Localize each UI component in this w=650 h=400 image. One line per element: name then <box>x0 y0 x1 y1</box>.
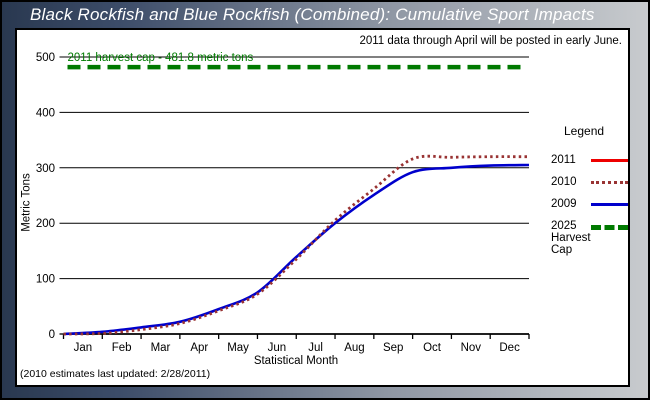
svg-text:0: 0 <box>49 329 55 341</box>
gridlines <box>59 56 529 335</box>
y-axis-title: Metric Tons <box>20 173 33 232</box>
svg-text:Aug: Aug <box>344 342 364 354</box>
svg-text:Jun: Jun <box>268 342 287 354</box>
window-title: Black Rockfish and Blue Rockfish (Combin… <box>30 5 595 24</box>
legend: Legend 2011 2010 2009 2025 Harvest Cap <box>548 124 630 266</box>
window-titlebar: Black Rockfish and Blue Rockfish (Combin… <box>2 2 648 28</box>
svg-text:Jul: Jul <box>308 342 323 354</box>
svg-text:500: 500 <box>36 52 55 64</box>
svg-text:Nov: Nov <box>461 342 482 354</box>
svg-text:300: 300 <box>36 163 55 175</box>
legend-item-label: 2025 Harvest Cap <box>551 220 591 256</box>
x-axis-labels: Jan Feb Mar Apr May Jun Jul Aug Sep Oct Nov Dec <box>74 342 520 354</box>
svg-text:Feb: Feb <box>112 342 132 354</box>
legend-swatch-solid <box>591 159 628 162</box>
legend-items: 2011 2010 2009 2025 Harvest Cap <box>548 154 630 256</box>
svg-text:Oct: Oct <box>423 342 442 354</box>
x-axis <box>62 333 530 339</box>
chart-plot: 0 100 200 300 400 500 Jan Feb Mar Apr May Jun Jul Aug… <box>36 52 530 354</box>
legend-item-2011: 2011 <box>548 154 630 166</box>
svg-text:400: 400 <box>36 107 55 119</box>
svg-text:Sep: Sep <box>383 342 403 354</box>
legend-item-2009: 2009 <box>548 198 630 210</box>
x-axis-title: Statistical Month <box>253 355 339 367</box>
svg-text:Dec: Dec <box>499 342 520 354</box>
chart-panel: 0 100 200 300 400 500 Jan Feb Mar Apr May Jun Jul Aug… <box>15 28 630 387</box>
svg-text:Apr: Apr <box>190 342 208 354</box>
svg-text:Mar: Mar <box>151 342 171 354</box>
y-axis-labels: 0 100 200 300 400 500 <box>36 52 55 341</box>
series-2010-line <box>63 154 530 336</box>
legend-item-label: 2010 <box>551 176 577 188</box>
legend-item-label: 2009 <box>551 198 577 210</box>
legend-swatch-dotted <box>591 181 628 184</box>
legend-title: Legend <box>564 124 605 138</box>
series-2009-line <box>63 163 530 336</box>
legend-swatch-dashed <box>591 225 628 230</box>
legend-swatch-solid <box>591 203 628 206</box>
svg-text:May: May <box>227 342 249 354</box>
last-updated-note: (2010 estimates last updated: 2/28/2011) <box>20 368 211 380</box>
legend-item-label: 2011 <box>551 154 576 166</box>
svg-text:200: 200 <box>36 218 55 230</box>
data-availability-note: 2011 data through April will be posted i… <box>359 35 622 47</box>
legend-item-2010: 2010 <box>548 176 630 188</box>
harvest-cap-label: 2011 harvest cap - 481.8 metric tons <box>68 52 254 64</box>
svg-text:100: 100 <box>36 274 55 286</box>
legend-item-2025-harvest-cap: 2025 Harvest Cap <box>548 220 630 256</box>
svg-text:Jan: Jan <box>74 342 93 354</box>
